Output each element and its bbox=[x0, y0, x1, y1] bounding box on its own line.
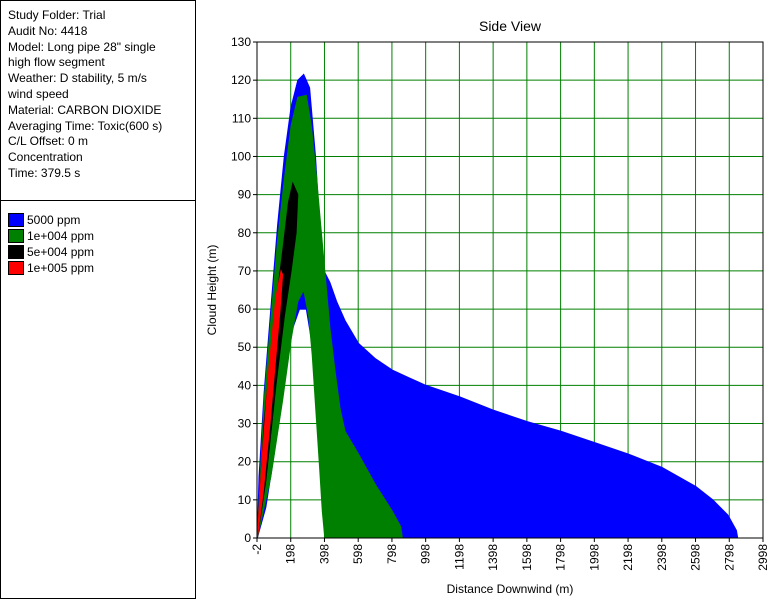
y-tick-label: 90 bbox=[238, 188, 252, 202]
info-line: Audit No: 4418 bbox=[8, 23, 88, 38]
x-tick-label: 1398 bbox=[486, 544, 500, 571]
y-tick-label: 60 bbox=[238, 302, 252, 316]
x-tick-label: 598 bbox=[351, 544, 365, 564]
x-tick-label: 1798 bbox=[554, 544, 568, 571]
legend-label: 5e+004 ppm bbox=[27, 245, 95, 259]
y-tick-label: 20 bbox=[238, 455, 252, 469]
y-axis-label: Cloud Height (m) bbox=[205, 245, 219, 336]
info-line: wind speed bbox=[8, 86, 69, 101]
legend-item: 1e+005 ppm bbox=[8, 260, 195, 276]
legend-panel: 5000 ppm 1e+004 ppm 5e+004 ppm 1e+005 ppm bbox=[0, 200, 196, 599]
x-tick-label: 1198 bbox=[452, 544, 466, 570]
side-view-chart: Side View 0 10 20 30 40 50 60 70 80 90 100 110 120 13… bbox=[205, 18, 770, 596]
legend-item: 5e+004 ppm bbox=[8, 244, 195, 260]
info-line: Model: Long pipe 28" single bbox=[8, 39, 156, 54]
x-tick-label: 398 bbox=[317, 544, 331, 564]
x-axis-label: Distance Downwind (m) bbox=[447, 582, 574, 596]
y-tick-label: 0 bbox=[244, 531, 251, 545]
x-tick-label: 2998 bbox=[756, 544, 770, 571]
x-tick-label: 1598 bbox=[520, 544, 534, 571]
y-tick-label: 40 bbox=[238, 378, 252, 392]
y-tick-label: 30 bbox=[238, 417, 252, 431]
x-axis-ticks: -2 198 398 598 798 998 1198 1398 1598 1798 1998 219… bbox=[250, 538, 770, 571]
legend-swatch bbox=[8, 229, 24, 243]
legend-swatch bbox=[8, 213, 24, 227]
legend-label: 5000 ppm bbox=[27, 213, 81, 227]
info-line: Averaging Time: Toxic(600 s) bbox=[8, 118, 163, 133]
y-axis-ticks: 0 10 20 30 40 50 60 70 80 90 100 110 120 130 bbox=[231, 35, 257, 545]
x-tick-label: 2798 bbox=[722, 544, 736, 571]
study-info-panel: Study Folder: Trial Audit No: 4418 Model: … bbox=[0, 0, 196, 201]
info-line: high flow segment bbox=[8, 55, 105, 70]
x-tick-label: 2398 bbox=[655, 544, 669, 571]
x-tick-label: 1998 bbox=[587, 544, 601, 571]
y-tick-label: 120 bbox=[231, 73, 251, 87]
plot-border bbox=[256, 41, 764, 539]
y-tick-label: 70 bbox=[238, 264, 252, 278]
y-tick-label: 50 bbox=[238, 340, 252, 354]
legend-label: 1e+004 ppm bbox=[27, 229, 95, 243]
y-tick-label: 80 bbox=[238, 226, 252, 240]
info-line: Material: CARBON DIOXIDE bbox=[8, 102, 162, 117]
chart-title: Side View bbox=[479, 18, 542, 34]
chart-area: Side View 0 10 20 30 40 50 60 70 80 90 100 110 120 13… bbox=[196, 0, 771, 599]
y-tick-label: 10 bbox=[238, 493, 252, 507]
legend-item: 5000 ppm bbox=[8, 212, 195, 228]
x-tick-label: 198 bbox=[284, 544, 298, 564]
legend-label: 1e+005 ppm bbox=[27, 261, 95, 275]
plume-area-1e-005-ppm bbox=[256, 269, 284, 539]
info-line: C/L Offset: 0 m bbox=[8, 134, 89, 149]
x-tick-label: 2198 bbox=[621, 544, 635, 571]
info-line: Concentration bbox=[8, 150, 83, 165]
data-series bbox=[256, 73, 739, 539]
y-tick-label: 130 bbox=[231, 35, 251, 49]
x-tick-label: 2598 bbox=[689, 544, 703, 571]
info-line: Study Folder: Trial bbox=[8, 8, 106, 22]
y-tick-label: 100 bbox=[231, 149, 251, 163]
info-line: Time: 379.5 s bbox=[8, 165, 81, 180]
info-line: Weather: D stability, 5 m/s bbox=[8, 71, 147, 86]
x-tick-label: -2 bbox=[250, 544, 264, 555]
x-tick-label: 998 bbox=[419, 544, 433, 564]
x-tick-label: 798 bbox=[385, 544, 399, 564]
legend-swatch bbox=[8, 245, 24, 259]
y-tick-label: 110 bbox=[232, 111, 251, 125]
legend-swatch bbox=[8, 261, 24, 275]
legend-item: 1e+004 ppm bbox=[8, 228, 195, 244]
